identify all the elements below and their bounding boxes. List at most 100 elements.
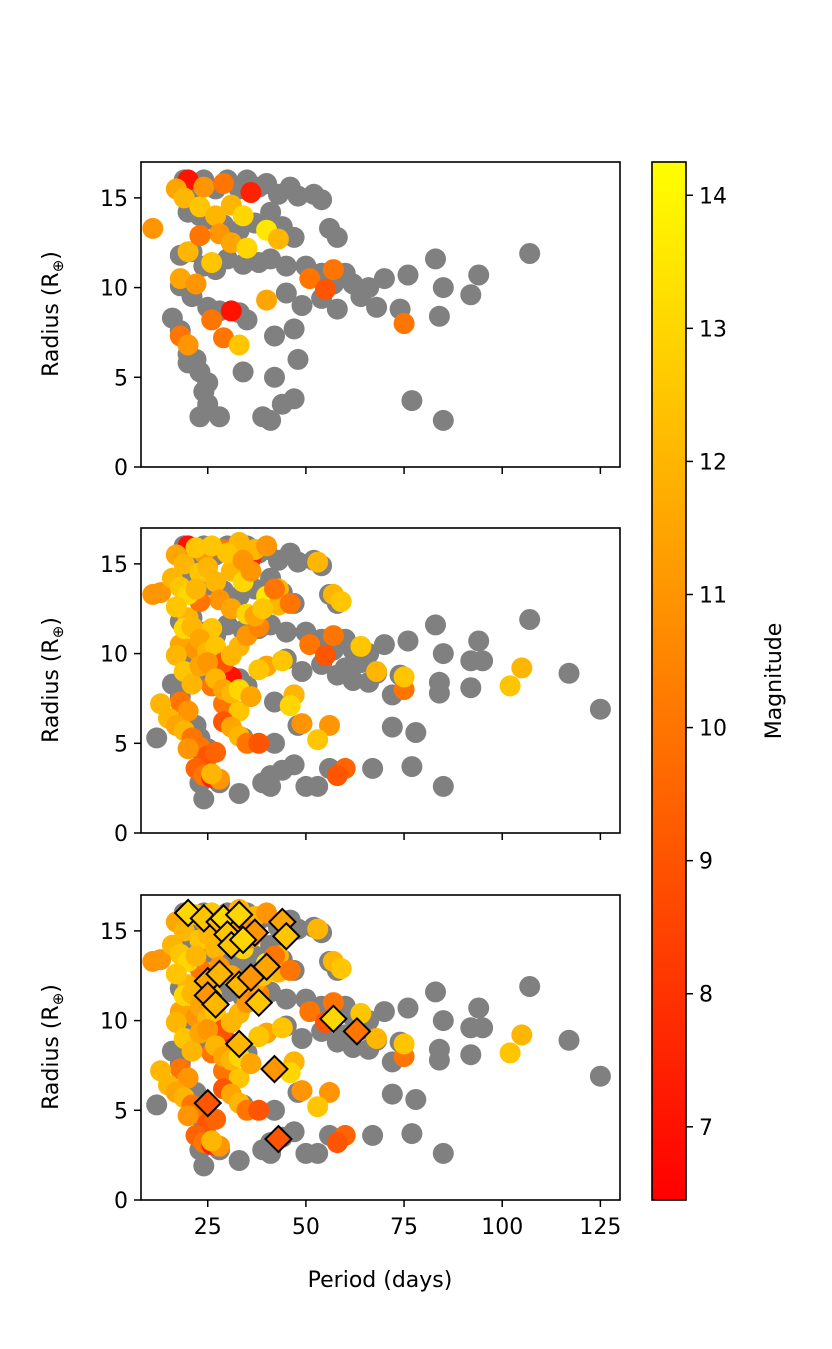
diamond-point-8 <box>271 921 301 951</box>
colored-point-middle-103 <box>256 535 278 557</box>
diamond-point-19 <box>318 1004 348 1034</box>
gray-point-bottom-45 <box>425 981 446 1003</box>
gray-point-middle-96 <box>558 662 580 684</box>
diamond-point-23 <box>193 1088 223 1118</box>
ytick-label-bottom-5: 5 <box>114 1099 128 1124</box>
gray-point-top-72 <box>287 348 309 370</box>
gray-point-top-30 <box>232 253 254 275</box>
colored-point-top-25 <box>393 313 415 334</box>
diamond-point-18 <box>201 990 231 1019</box>
colored-point-bottom-36 <box>185 945 207 967</box>
diamond-point-15 <box>252 952 282 982</box>
gray-point-middle-85 <box>228 783 250 804</box>
gray-point-middle-95 <box>472 650 494 672</box>
colored-point-middle-38 <box>165 596 187 618</box>
gray-point-middle-76 <box>283 754 305 776</box>
colored-point-top-31 <box>228 334 250 356</box>
gray-point-top-71 <box>264 366 285 388</box>
ytick-label-top-15: 15 <box>100 187 128 212</box>
colored-point-middle-99 <box>185 537 207 559</box>
colored-point-middle-98 <box>307 551 329 573</box>
diamond-point-21 <box>224 1029 254 1059</box>
colored-point-bottom-94 <box>499 1042 521 1064</box>
colored-point-top-2 <box>193 176 215 198</box>
gray-point-top-13 <box>311 189 333 211</box>
xtick-label-25: 25 <box>194 1215 222 1240</box>
colored-point-bottom-23 <box>322 992 344 1014</box>
panel-top-frame <box>140 161 621 468</box>
colored-point-middle-95 <box>511 657 533 679</box>
colored-point-top-15 <box>189 225 211 247</box>
colored-point-top-7 <box>205 205 227 227</box>
gray-point-top-57 <box>291 295 313 316</box>
colored-point-middle-29 <box>177 700 199 722</box>
colored-point-top-21 <box>256 289 278 311</box>
colored-point-bottom-88 <box>201 1130 223 1152</box>
colored-point-middle-57 <box>197 652 219 674</box>
panel-top: 0 5 10 15 Radius (R⊕) <box>39 161 621 481</box>
gray-point-top-70 <box>232 361 254 383</box>
colored-point-middle-24 <box>315 644 336 666</box>
diamond-point-10 <box>228 925 258 955</box>
colored-point-top-22 <box>299 268 321 290</box>
gray-point-bottom-42 <box>373 1001 395 1023</box>
colored-point-middle-106 <box>240 560 262 582</box>
gray-point-middle-49 <box>519 609 541 630</box>
colored-point-bottom-95 <box>511 1024 533 1046</box>
colored-point-middle-50 <box>279 592 301 614</box>
colored-point-middle-90 <box>326 765 348 787</box>
colored-point-top-6 <box>189 196 211 218</box>
gray-point-bottom-46 <box>432 1010 454 1032</box>
colored-point-middle-107 <box>264 578 285 600</box>
colored-point-middle-31 <box>228 700 250 722</box>
colored-point-middle-43 <box>205 635 227 657</box>
gray-point-top-77 <box>401 390 423 412</box>
gray-point-middle-57 <box>291 661 313 682</box>
diamond-point-16 <box>244 988 274 1018</box>
gray-point-middle-48 <box>468 630 490 652</box>
colored-point-middle-82 <box>248 732 270 754</box>
colored-point-bottom-93 <box>393 1033 415 1055</box>
gray-point-top-41 <box>366 296 388 318</box>
colored-point-top-17 <box>236 237 258 259</box>
gray-point-top-55 <box>236 309 258 331</box>
colored-point-bottom-64 <box>271 1017 293 1039</box>
gray-point-top-76 <box>283 388 305 410</box>
gray-point-middle-97 <box>589 698 611 720</box>
panel-middle-ylabel: Radius (R⊕) <box>39 617 67 743</box>
colored-point-middle-63 <box>248 659 270 681</box>
colored-point-middle-93 <box>393 666 415 688</box>
colored-point-bottom-98 <box>307 918 329 940</box>
ytick-label-top-5: 5 <box>114 366 128 391</box>
colored-point-bottom-83 <box>177 1105 199 1127</box>
colored-point-middle-97 <box>330 591 352 613</box>
diamond-point-22 <box>260 1054 289 1084</box>
colored-point-bottom-38 <box>165 963 187 985</box>
gray-point-middle-44 <box>397 630 419 652</box>
diamond-point-24 <box>264 1124 293 1154</box>
gray-point-middle-84 <box>193 788 215 810</box>
colored-point-middle-77 <box>205 741 227 763</box>
gray-point-bottom-82 <box>432 1142 454 1164</box>
gray-point-top-48 <box>468 264 490 286</box>
colored-point-middle-100 <box>201 535 223 557</box>
ytick-label-top-0: 0 <box>114 456 128 481</box>
colorbar-tick-label-9: 9 <box>699 850 713 875</box>
colorbar-tick-label-12: 12 <box>699 450 727 475</box>
gray-point-bottom-48 <box>468 997 490 1019</box>
gray-point-bottom-33 <box>275 988 297 1010</box>
gray-point-bottom-77 <box>401 1123 423 1145</box>
panel-bottom: 0 5 10 15 25 50 75 100 125 Radius (R⊕) Period (… <box>39 894 621 1293</box>
colored-point-bottom-90 <box>326 1132 348 1154</box>
colored-point-middle-53 <box>165 644 187 666</box>
gray-point-middle-71 <box>264 732 285 754</box>
gray-point-middle-101 <box>362 757 384 779</box>
colorbar-tick-label-10: 10 <box>699 717 727 742</box>
xtick-label-125: 125 <box>579 1215 621 1240</box>
ytick-label-middle-0: 0 <box>114 822 128 847</box>
colored-point-middle-36 <box>185 578 207 600</box>
gray-point-top-22 <box>283 226 305 248</box>
colored-point-middle-55 <box>181 673 203 695</box>
gray-point-top-33 <box>275 255 297 277</box>
